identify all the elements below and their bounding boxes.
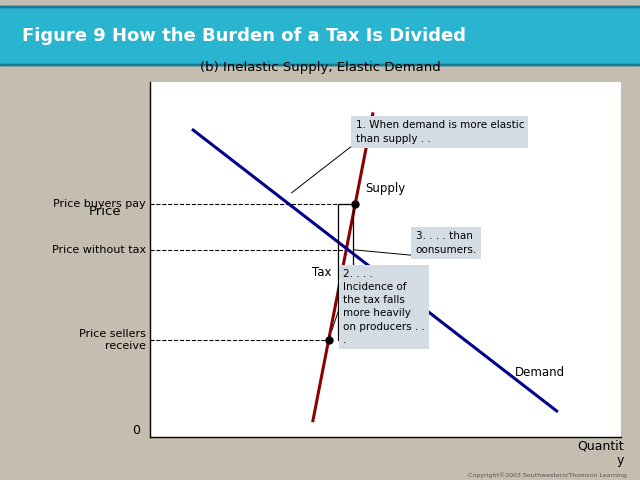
Text: 1. When demand is more elastic
than supply . .: 1. When demand is more elastic than supp…	[356, 120, 524, 144]
Text: 3. . . . than
oonsumers.: 3. . . . than oonsumers.	[415, 231, 477, 255]
Text: Tax: Tax	[312, 265, 332, 278]
Text: 2. . . .
Incidence of
the tax falls
more heavily
on producers . .
.: 2. . . . Incidence of the tax falls more…	[343, 269, 425, 345]
Text: Price: Price	[89, 204, 122, 218]
FancyBboxPatch shape	[0, 7, 640, 65]
Text: (b) Inelastic Supply, Elastic Demand: (b) Inelastic Supply, Elastic Demand	[200, 61, 440, 74]
Text: Copyright©2003 Southwestern/Thomson Learning: Copyright©2003 Southwestern/Thomson Lear…	[468, 472, 627, 478]
Text: 0: 0	[132, 424, 140, 437]
Text: Supply: Supply	[365, 181, 406, 194]
Text: Demand: Demand	[515, 366, 565, 379]
Bar	[338, 204, 353, 340]
Text: Figure 9 How the Burden of a Tax Is Divided: Figure 9 How the Burden of a Tax Is Divi…	[22, 27, 466, 45]
Text: Quantit
y: Quantit y	[577, 439, 624, 467]
Text: Price sellers
receive: Price sellers receive	[79, 329, 146, 351]
Text: Price buyers pay: Price buyers pay	[53, 199, 146, 209]
Text: Price without tax: Price without tax	[52, 244, 146, 254]
